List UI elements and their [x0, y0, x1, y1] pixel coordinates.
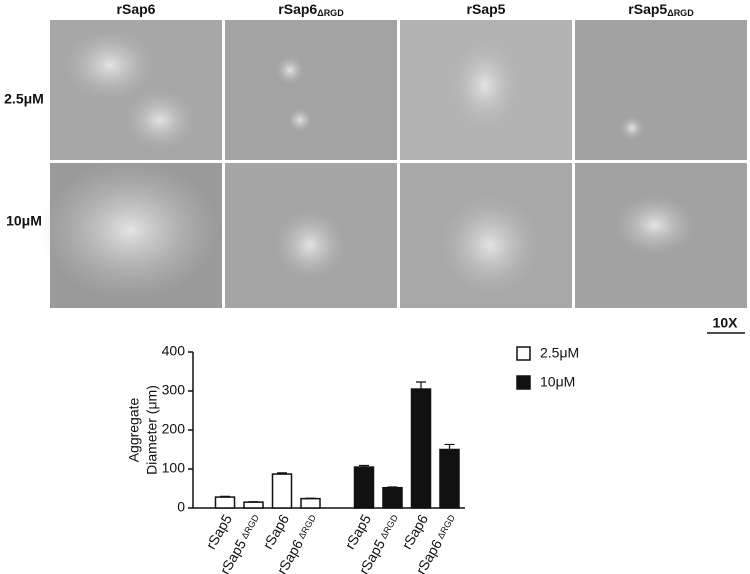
- bar: [410, 388, 432, 509]
- y-tick-label: 100: [162, 460, 186, 476]
- bar: [300, 497, 321, 509]
- y-tick-label: 400: [162, 343, 186, 359]
- y-tick-label: 300: [162, 382, 186, 398]
- y-axis-label: Aggregate: [126, 397, 142, 462]
- bar: [353, 466, 375, 509]
- bar: [271, 473, 293, 509]
- scale-label: 10X: [713, 315, 739, 331]
- y-tick-label: 0: [177, 499, 185, 515]
- bar: [243, 501, 264, 509]
- column-label: rSap5: [467, 1, 506, 17]
- y-tick-label: 200: [162, 421, 186, 437]
- bar: [439, 448, 460, 509]
- y-axis-label: Diameter (μm): [144, 385, 160, 475]
- bar: [382, 486, 403, 509]
- legend-label: 2.5μM: [540, 345, 579, 361]
- legend-swatch: [516, 346, 531, 361]
- error-bar: [444, 443, 455, 450]
- bar: [214, 496, 236, 509]
- legend-swatch: [516, 375, 531, 390]
- column-label: rSap5ΔRGD: [628, 1, 694, 19]
- column-label: rSap6: [117, 1, 156, 17]
- error-bar: [416, 381, 426, 390]
- column-label: rSap6ΔRGD: [278, 1, 344, 19]
- legend-label: 10μM: [540, 374, 575, 390]
- row-label: 10μM: [6, 213, 42, 229]
- micrographs: [40, 20, 747, 308]
- row-label: 2.5μM: [4, 91, 44, 107]
